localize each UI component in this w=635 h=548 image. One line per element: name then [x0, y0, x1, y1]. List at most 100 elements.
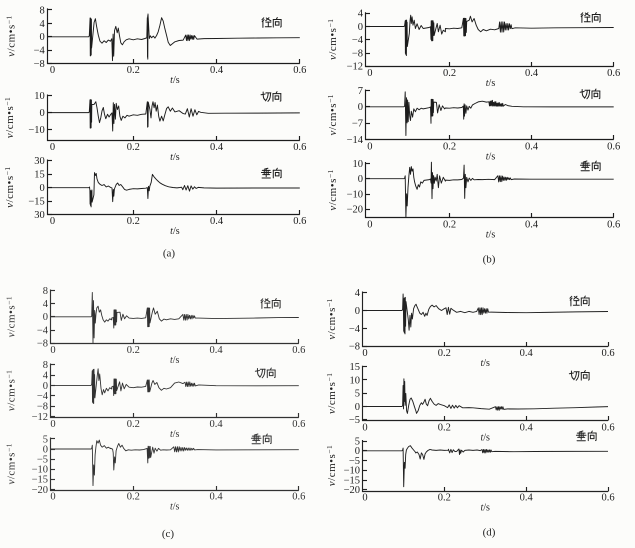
svg-text:0: 0 — [358, 22, 363, 33]
svg-text:0: 0 — [50, 492, 55, 503]
svg-text:−8: −8 — [37, 339, 48, 350]
svg-text:8: 8 — [40, 5, 45, 16]
svg-text:10: 10 — [353, 159, 364, 170]
svg-text:15: 15 — [34, 170, 45, 181]
svg-text:−8: −8 — [34, 59, 45, 70]
svg-text:v/cm•s−1: v/cm•s−1 — [325, 298, 338, 340]
svg-text:0.4: 0.4 — [520, 348, 534, 359]
svg-text:0.4: 0.4 — [525, 68, 539, 79]
svg-text:0: 0 — [362, 493, 367, 504]
svg-text:−8: −8 — [349, 342, 360, 353]
svg-text:v/cm•s−1: v/cm•s−1 — [3, 97, 16, 139]
svg-text:0.4: 0.4 — [210, 142, 224, 153]
svg-text:5: 5 — [355, 389, 360, 400]
svg-text:v/cm•s−1: v/cm•s−1 — [4, 15, 17, 57]
svg-text:0.6: 0.6 — [292, 419, 305, 430]
svg-text:0.6: 0.6 — [292, 492, 305, 503]
svg-text:4: 4 — [43, 299, 49, 310]
svg-text:5: 5 — [43, 434, 48, 445]
svg-text:v/cm•s−1: v/cm•s−1 — [3, 166, 16, 208]
svg-text:0: 0 — [367, 68, 372, 79]
svg-text:−4: −4 — [37, 391, 49, 402]
svg-text:0: 0 — [355, 402, 360, 413]
svg-text:0.6: 0.6 — [293, 142, 306, 153]
svg-text:−10: −10 — [32, 465, 48, 476]
svg-text:(c): (c) — [162, 528, 175, 540]
svg-text:(a): (a) — [163, 248, 176, 260]
svg-text:0.2: 0.2 — [127, 142, 140, 153]
svg-text:0: 0 — [50, 345, 55, 356]
svg-text:0: 0 — [362, 422, 367, 433]
svg-text:−15: −15 — [344, 475, 360, 486]
svg-text:(b): (b) — [483, 254, 496, 266]
svg-text:−4: −4 — [34, 46, 46, 57]
svg-text:0.2: 0.2 — [438, 422, 451, 433]
svg-text:v/cm•s−1: v/cm•s−1 — [326, 169, 339, 211]
svg-text:0: 0 — [40, 32, 45, 43]
svg-text:0.2: 0.2 — [127, 216, 140, 227]
svg-text:30: 30 — [34, 210, 45, 221]
svg-text:10: 10 — [34, 91, 45, 102]
svg-text:0.4: 0.4 — [209, 419, 223, 430]
svg-text:0.2: 0.2 — [438, 493, 451, 504]
svg-text:0.6: 0.6 — [601, 348, 614, 359]
svg-text:t/s: t/s — [170, 355, 180, 366]
svg-text:0: 0 — [362, 348, 367, 359]
svg-text:0.4: 0.4 — [525, 219, 539, 230]
svg-text:0.6: 0.6 — [293, 65, 306, 76]
svg-text:t/s: t/s — [486, 229, 496, 240]
svg-text:−4: −4 — [352, 35, 364, 46]
svg-text:10: 10 — [350, 375, 361, 386]
svg-text:0: 0 — [50, 419, 55, 430]
svg-text:0: 0 — [358, 174, 363, 185]
svg-text:t/s: t/s — [486, 78, 496, 89]
svg-text:0.2: 0.2 — [127, 65, 140, 76]
svg-text:−10: −10 — [344, 466, 360, 477]
svg-text:0: 0 — [40, 183, 45, 194]
svg-text:(d): (d) — [483, 527, 496, 539]
svg-text:0.6: 0.6 — [607, 219, 620, 230]
svg-text:0: 0 — [367, 219, 372, 230]
svg-text:0.4: 0.4 — [209, 492, 223, 503]
svg-text:0.2: 0.2 — [127, 345, 140, 356]
svg-text:30: 30 — [34, 156, 45, 167]
svg-text:t/s: t/s — [170, 502, 180, 513]
svg-text:−8: −8 — [37, 402, 48, 413]
svg-text:0.6: 0.6 — [293, 216, 306, 227]
svg-text:4: 4 — [43, 370, 49, 381]
svg-text:0.2: 0.2 — [443, 219, 456, 230]
svg-text:0: 0 — [40, 108, 45, 119]
svg-text:v/cm•s−1: v/cm•s−1 — [4, 296, 17, 338]
svg-text:−20: −20 — [347, 205, 363, 216]
svg-text:5: 5 — [355, 436, 360, 447]
svg-text:v/cm•s−1: v/cm•s−1 — [4, 443, 17, 485]
svg-text:−12: −12 — [347, 62, 363, 73]
svg-text:−4: −4 — [37, 325, 49, 336]
svg-text:−20: −20 — [344, 485, 360, 496]
svg-text:t/s: t/s — [170, 75, 180, 86]
svg-text:0.4: 0.4 — [209, 345, 223, 356]
svg-text:0.4: 0.4 — [520, 493, 534, 504]
svg-text:v/cm•s−1: v/cm•s−1 — [326, 19, 339, 61]
svg-text:−8: −8 — [352, 49, 363, 60]
svg-text:t/s: t/s — [170, 429, 180, 440]
svg-text:0.2: 0.2 — [443, 141, 456, 152]
svg-text:15: 15 — [350, 362, 361, 373]
svg-text:−5: −5 — [349, 456, 360, 467]
svg-text:0.6: 0.6 — [292, 345, 305, 356]
svg-text:t/s: t/s — [480, 432, 490, 443]
svg-text:t/s: t/s — [480, 358, 490, 369]
svg-text:−15: −15 — [32, 475, 48, 486]
svg-text:8: 8 — [43, 360, 48, 371]
svg-text:4: 4 — [358, 9, 364, 20]
svg-text:0.6: 0.6 — [607, 68, 620, 79]
svg-text:−5: −5 — [37, 455, 48, 466]
svg-text:0: 0 — [43, 381, 48, 392]
svg-text:0.4: 0.4 — [525, 141, 539, 152]
svg-text:0: 0 — [367, 141, 372, 152]
svg-text:0.2: 0.2 — [127, 492, 140, 503]
svg-text:−5: −5 — [349, 415, 360, 426]
svg-text:v/cm•s−1: v/cm•s−1 — [326, 94, 339, 136]
svg-text:0.2: 0.2 — [443, 68, 456, 79]
svg-text:−12: −12 — [32, 412, 48, 423]
